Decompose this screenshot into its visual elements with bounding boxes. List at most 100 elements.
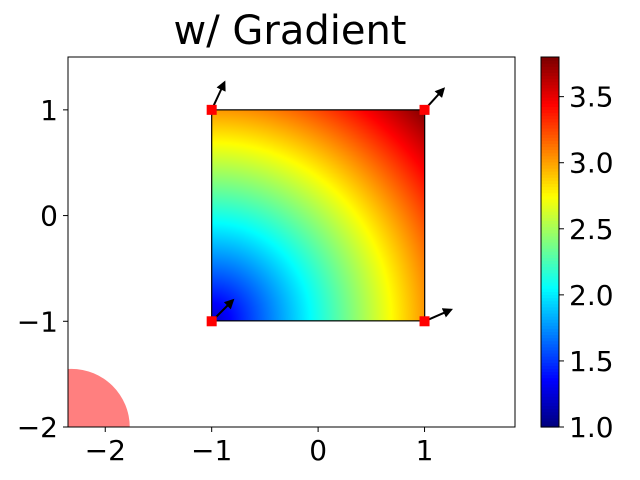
colorbar-segment [541,115,559,120]
colorbar-segment [541,331,559,336]
colorbar-segment [541,306,559,311]
axes-frame [67,56,516,428]
colorbar-tick-label: 2.0 [569,279,614,312]
colorbar-segment [541,343,559,348]
colorbar-segment [541,127,559,132]
colorbar-segment [541,282,559,286]
colorbar-segment [541,87,559,92]
colorbar-segment [541,417,559,422]
colorbar-segment [541,371,559,376]
colorbar-tick-label: 3.5 [569,81,614,114]
colorbar-segment [541,195,559,200]
colorbar-segment [541,349,559,354]
x-tick-label: −1 [191,434,232,467]
colorbar-segment [541,97,559,101]
colorbar-segment [541,291,559,296]
colorbar-segment [541,266,559,271]
colorbar-segment [541,374,559,379]
colorbar-segment [541,257,559,262]
colorbar-segment [541,149,559,154]
x-tick-label: 1 [416,434,434,467]
corner-marker [206,104,217,115]
colorbar-segment [541,337,559,342]
colorbar-segment [541,208,559,212]
colorbar-segment [541,183,559,188]
colorbar-segment [541,386,559,391]
colorbar-segment [541,322,559,326]
colorbar-segment [541,60,559,64]
colorbar-segment [541,131,559,135]
colorbar-segment [541,272,559,277]
colorbar-segment [541,414,559,419]
colorbar-segment [541,235,559,240]
colorbar-segment [541,84,559,89]
colorbar-segment [541,57,559,61]
y-tick-label: 0 [40,200,58,233]
colorbar-segment [541,211,559,215]
colorbar-segment [541,248,559,252]
colorbar-segment [541,346,559,351]
square-outline [211,109,426,322]
colorbar-segment [541,63,559,67]
colorbar-segment [541,288,559,292]
colorbar-segment [541,118,559,123]
colorbar-segment [541,383,559,388]
red-circle [68,368,130,427]
colorbar-segment [541,380,559,385]
colorbar-segment [541,399,559,403]
chart-title: w/ Gradient [173,8,407,54]
colorbar-segment [541,229,559,234]
colorbar-segment [541,69,559,74]
colorbar-segment [541,316,559,320]
colorbar-segment [541,214,559,218]
colorbar-segment [541,158,559,163]
colorbar-segment [541,232,559,237]
colorbar-segment [541,220,559,225]
colorbar-segment [541,319,559,323]
colorbar-segment [541,420,559,425]
plot-area [68,80,453,427]
colorbar-tick-label: 1.0 [569,411,614,444]
colorbar-segment [541,263,559,268]
colorbar-segment [541,377,559,382]
colorbar-segment [541,217,559,222]
colorbar-segment [541,411,559,416]
colorbar-segment [541,359,559,363]
colorbar-segment [541,254,559,259]
colorbar-segment [541,198,559,203]
colorbar-segment [541,143,559,148]
y-tick-label: −1 [17,305,58,338]
colorbar-segment [541,164,559,169]
colorbar-segment [541,423,559,428]
colorbar-segment [541,356,559,360]
y-tick-label: 1 [40,94,58,127]
colorbar-segment [541,368,559,373]
colorbar-segment [541,390,559,394]
colorbar-segment [541,94,559,98]
colorbar-segment [541,334,559,339]
colorbar-segment [541,168,559,172]
colorbar-segment [541,81,559,86]
colorbar-segment [541,192,559,197]
colorbar-segment [541,155,559,160]
y-tick-label: −2 [17,411,58,444]
colorbar-segment [541,161,559,166]
corner-marker [419,104,430,115]
colorbar-segment [541,279,559,283]
colorbar-segment [541,90,559,95]
colorbar-segment [541,174,559,178]
x-tick-label: 0 [309,434,327,467]
colorbar-segment [541,152,559,157]
colorbar-segment [541,205,559,209]
colorbar-segment [541,303,559,308]
colorbar-segment [541,121,559,126]
corner-marker [419,316,430,327]
colorbar-segment [541,408,559,413]
colorbar-segment [541,189,559,194]
colorbar-segment [541,260,559,265]
colorbar-segment [541,393,559,397]
colorbar: 1.0 1.5 2.0 2.5 3.0 3.5 [540,56,614,444]
colorbar-segment [541,103,559,107]
colorbar-segment [541,340,559,345]
